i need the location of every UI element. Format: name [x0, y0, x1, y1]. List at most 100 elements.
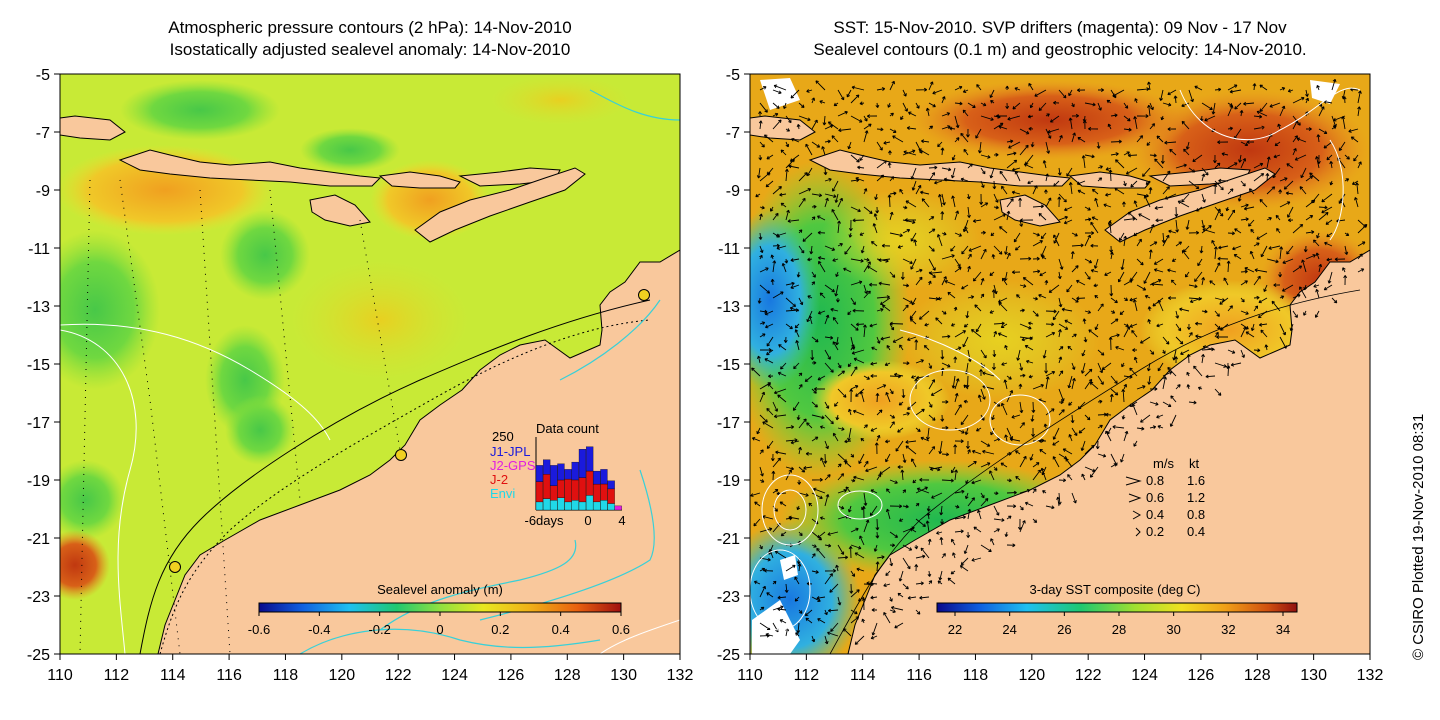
velocity-arrow — [993, 466, 998, 471]
velocity-arrow — [1028, 321, 1034, 326]
velocity-arrow — [1109, 284, 1114, 297]
velocity-arrow — [1313, 284, 1320, 288]
velocity-arrow — [915, 359, 924, 364]
velocity-arrow — [979, 369, 983, 376]
velocity-arrow — [1147, 104, 1151, 117]
velocity-arrow — [759, 213, 763, 221]
velocity-arrow — [1274, 141, 1281, 147]
velocity-arrow — [954, 529, 964, 534]
velocity-arrow — [823, 167, 828, 176]
velocity-arrow — [993, 122, 1004, 130]
velocity-arrow — [1006, 478, 1012, 483]
velocity-arrow — [1159, 89, 1164, 101]
velocity-arrow — [941, 400, 949, 404]
velocity-arrow — [887, 162, 892, 169]
velocity-arrow — [772, 457, 781, 468]
velocity-arrow — [863, 130, 869, 143]
velocity-arrow — [1023, 163, 1034, 169]
velocity-arrow — [1149, 241, 1158, 247]
land-polygon — [309, 194, 371, 227]
velocity-arrow — [783, 336, 788, 343]
velocity-arrow — [885, 391, 891, 403]
velocity-arrow — [941, 276, 947, 286]
velocity-arrow — [772, 580, 777, 585]
velocity-arrow — [1194, 271, 1203, 283]
velocity-arrow — [850, 154, 860, 163]
velocity-arrow — [875, 102, 880, 108]
sst-map-panel — [750, 74, 1370, 654]
velocity-arrow — [951, 375, 956, 389]
velocity-arrow — [1259, 198, 1268, 208]
velocity-arrow — [798, 418, 807, 429]
velocity-arrow — [926, 505, 931, 512]
velocity-arrow — [763, 568, 774, 573]
velocity-arrow — [1076, 279, 1086, 286]
velocity-arrow — [1097, 362, 1104, 374]
velocity-arrow — [804, 609, 813, 617]
velocity-arrow — [1188, 180, 1200, 190]
velocity-arrow — [1098, 88, 1105, 92]
velocity-arrow — [1197, 258, 1203, 267]
velocity-arrow — [1153, 258, 1164, 265]
velocity-arrow — [1097, 399, 1103, 404]
inset-bar-segment — [535, 501, 544, 511]
velocity-arrow — [863, 519, 870, 533]
velocity-arrow — [1110, 318, 1119, 325]
velocity-arrow — [1129, 367, 1138, 377]
velocity-arrow — [892, 336, 904, 343]
inset-bar-segment — [586, 495, 594, 511]
velocity-arrow — [1230, 362, 1242, 367]
velocity-arrow — [884, 362, 891, 367]
velocity-arrow — [1071, 265, 1079, 273]
inset-bar-segment — [543, 474, 551, 499]
velocity-arrow — [1289, 323, 1294, 332]
velocity-arrow — [1315, 288, 1320, 299]
velocity-arrow — [827, 121, 839, 130]
velocity-arrow — [778, 344, 787, 351]
velocity-arrow — [831, 209, 839, 221]
velocity-arrow — [1024, 344, 1034, 351]
velocity-arrow — [1071, 132, 1076, 143]
velocity-arrow — [1007, 115, 1021, 121]
velocity-arrow — [824, 414, 834, 425]
velocity-arrow — [1189, 297, 1203, 304]
velocity-arrow — [890, 605, 904, 611]
velocity-arrow — [753, 518, 761, 527]
velocity-arrow — [863, 257, 870, 262]
velocity-arrow — [766, 407, 774, 416]
velocity-arrow — [915, 408, 925, 416]
velocity-arrow — [878, 281, 891, 286]
velocity-arrow — [834, 284, 839, 297]
velocity-arrow — [1065, 458, 1073, 468]
velocity-arrow — [889, 421, 895, 429]
velocity-arrow — [836, 297, 840, 303]
velocity-arrow — [756, 167, 761, 179]
velocity-arrow — [940, 147, 945, 156]
velocity-arrow — [902, 304, 909, 312]
velocity-arrow — [1084, 378, 1093, 390]
velocity-arrow — [1175, 163, 1187, 169]
velocity-arrow — [1175, 219, 1180, 233]
velocity-arrow — [824, 609, 828, 616]
velocity-arrow — [852, 218, 865, 223]
velocity-arrow — [850, 366, 858, 377]
velocity-arrow — [1076, 88, 1086, 93]
velocity-arrow — [1271, 300, 1281, 312]
land-polygon — [378, 171, 461, 189]
velocity-arrow — [1136, 87, 1150, 91]
colorbar-tick-label: 22 — [948, 622, 962, 637]
velocity-arrow — [1053, 234, 1060, 247]
velocity-arrow — [1084, 217, 1092, 222]
velocity-arrow — [915, 518, 926, 527]
velocity-arrow — [1032, 518, 1038, 523]
velocity-arrow — [975, 323, 982, 333]
velocity-arrow — [1149, 349, 1155, 355]
velocity-arrow — [980, 462, 991, 468]
velocity-arrow — [1238, 154, 1242, 163]
velocity-arrow — [1188, 230, 1200, 235]
velocity-arrow — [811, 477, 823, 482]
velocity-arrow — [1149, 401, 1159, 406]
velocity-arrow — [928, 216, 935, 221]
velocity-arrow — [1110, 152, 1119, 157]
